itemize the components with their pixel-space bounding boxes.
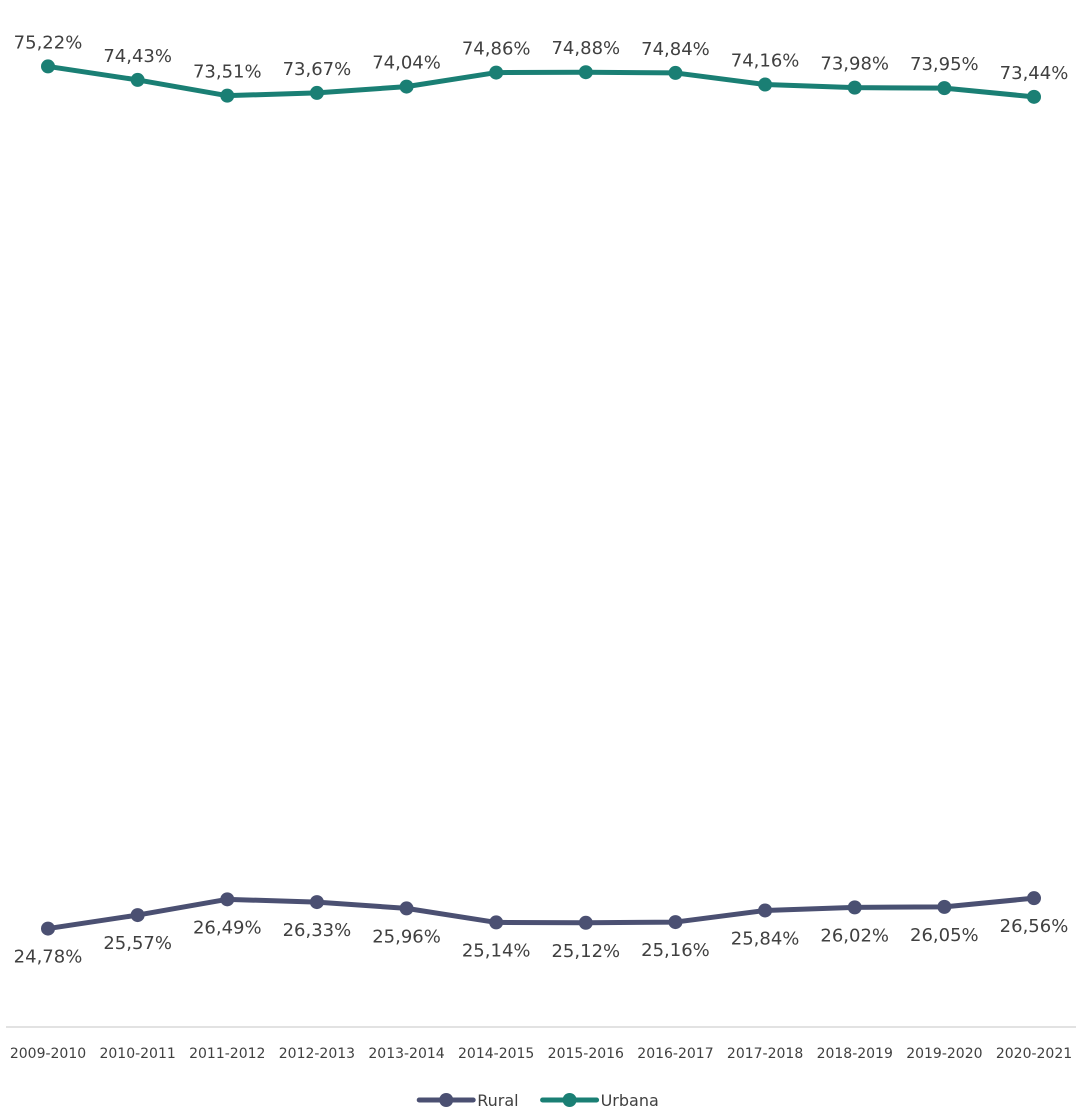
- data-label-urbana-2010-2011: 74,43%: [103, 46, 172, 67]
- data-label-rural-2017-2018: 25,84%: [731, 928, 800, 949]
- data-point-urbana-2019-2020: [937, 81, 952, 96]
- data-label-urbana-2014-2015: 74,86%: [462, 39, 531, 60]
- data-label-rural-2010-2011: 25,57%: [103, 933, 172, 954]
- data-point-rural-2009-2010: [41, 921, 55, 936]
- data-point-urbana-2020-2021: [1027, 89, 1041, 104]
- x-tick-label-2013-2014: 2013-2014: [368, 1046, 444, 1062]
- legend-marker-urbana: [562, 1093, 577, 1107]
- legend: Rural Urbana: [416, 1091, 659, 1110]
- x-tick-label-2009-2010: 2009-2010: [10, 1046, 86, 1062]
- data-point-urbana-2009-2010: [41, 59, 55, 74]
- data-point-urbana-2013-2014: [399, 79, 414, 94]
- data-label-rural-2009-2010: 24,78%: [14, 947, 83, 968]
- data-label-rural-2013-2014: 25,96%: [372, 926, 441, 947]
- x-tick-label-2016-2017: 2016-2017: [637, 1046, 713, 1062]
- data-point-rural-2017-2018: [758, 903, 773, 918]
- series-line-urbana: [45, 63, 1037, 100]
- data-label-urbana-2019-2020: 73,95%: [910, 54, 979, 75]
- data-point-urbana-2010-2011: [130, 72, 145, 87]
- data-label-rural-2019-2020: 26,05%: [910, 925, 979, 946]
- x-tick-label-2011-2012: 2011-2012: [189, 1046, 265, 1062]
- data-point-rural-2015-2016: [578, 915, 593, 930]
- x-tick-labels: 2009-2010 2010-2011 2011-2012 2012-2013 2013…: [10, 1046, 1072, 1062]
- data-point-rural-2013-2014: [399, 901, 414, 916]
- x-tick-label-2015-2016: 2015-2016: [548, 1046, 624, 1062]
- data-label-urbana-2020-2021: 73,44%: [1000, 63, 1069, 84]
- data-label-rural-2016-2017: 25,16%: [641, 940, 710, 961]
- x-tick-label-2020-2021: 2020-2021: [996, 1046, 1072, 1062]
- data-label-urbana-2013-2014: 74,04%: [372, 53, 441, 74]
- data-point-rural-2011-2012: [220, 892, 235, 907]
- series-line-rural: [45, 895, 1037, 932]
- data-label-urbana-2018-2019: 73,98%: [820, 54, 889, 75]
- data-point-urbana-2011-2012: [220, 88, 235, 103]
- legend-label-urbana: Urbana: [601, 1091, 659, 1110]
- data-label-urbana-2012-2013: 73,67%: [283, 59, 352, 80]
- data-label-urbana-2009-2010: 75,22%: [14, 32, 83, 53]
- data-point-rural-2014-2015: [489, 915, 504, 930]
- legend-label-rural: Rural: [477, 1091, 518, 1110]
- data-point-rural-2019-2020: [937, 899, 952, 914]
- data-label-urbana-2015-2016: 74,88%: [551, 38, 620, 59]
- data-point-rural-2018-2019: [847, 900, 862, 915]
- data-label-rural-2015-2016: 25,12%: [551, 941, 620, 962]
- legend-marker-rural: [439, 1093, 454, 1107]
- x-tick-label-2018-2019: 2018-2019: [817, 1046, 893, 1062]
- data-point-urbana-2014-2015: [489, 65, 504, 80]
- data-label-rural-2012-2013: 26,33%: [283, 920, 352, 941]
- x-tick-label-2019-2020: 2019-2020: [906, 1046, 982, 1062]
- data-label-urbana-2011-2012: 73,51%: [193, 62, 262, 83]
- data-label-rural-2018-2019: 26,02%: [820, 925, 889, 946]
- x-tick-label-2012-2013: 2012-2013: [279, 1046, 355, 1062]
- x-tick-label-2010-2011: 2010-2011: [99, 1046, 175, 1062]
- data-point-urbana-2018-2019: [847, 80, 862, 95]
- data-labels: 24,78% 25,57% 26,49% 26,33% 25,96% 25,14% 25,1…: [14, 32, 1069, 967]
- data-point-rural-2016-2017: [668, 915, 683, 930]
- data-point-rural-2020-2021: [1027, 891, 1041, 906]
- x-tick-label-2014-2015: 2014-2015: [458, 1046, 534, 1062]
- data-point-urbana-2017-2018: [758, 77, 773, 92]
- data-point-rural-2010-2011: [130, 908, 145, 923]
- data-point-urbana-2015-2016: [578, 65, 593, 80]
- data-label-rural-2020-2021: 26,56%: [1000, 916, 1069, 937]
- data-label-urbana-2016-2017: 74,84%: [641, 39, 710, 60]
- data-label-rural-2011-2012: 26,49%: [193, 917, 262, 938]
- data-label-urbana-2017-2018: 74,16%: [731, 51, 800, 72]
- data-point-rural-2012-2013: [309, 895, 324, 910]
- series-lines: [45, 63, 1037, 932]
- data-point-urbana-2016-2017: [668, 65, 683, 80]
- series-markers: [41, 59, 1041, 936]
- data-point-urbana-2012-2013: [309, 85, 324, 100]
- x-tick-label-2017-2018: 2017-2018: [727, 1046, 803, 1062]
- data-label-rural-2014-2015: 25,14%: [462, 940, 531, 961]
